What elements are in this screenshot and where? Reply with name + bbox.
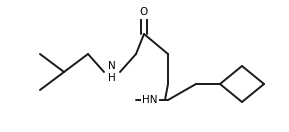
Text: O: O — [140, 7, 148, 17]
Text: HN: HN — [142, 95, 158, 105]
Text: N
H: N H — [108, 61, 116, 83]
